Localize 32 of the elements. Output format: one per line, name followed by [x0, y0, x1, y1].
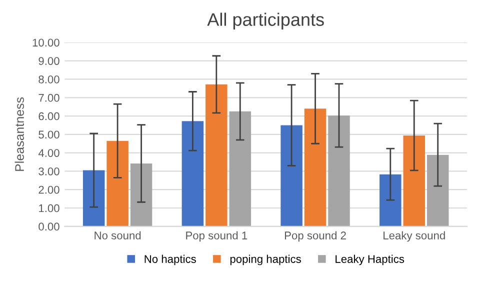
x-tick-label: Pop sound 2 [284, 231, 346, 242]
bar [304, 108, 326, 226]
x-tick-label: Leaky sound [384, 231, 445, 242]
bar [380, 174, 402, 226]
y-tick-label: 10.00 [32, 38, 60, 47]
y-tick-label: 0.00 [38, 222, 60, 231]
y-tick-label: 6.00 [38, 112, 60, 120]
bar [403, 136, 426, 226]
y-axis-title: Pleasantness [14, 97, 24, 171]
chart-title: All participants [207, 12, 324, 30]
y-tick-label: 7.00 [38, 94, 60, 102]
y-tick-label: 2.00 [38, 186, 60, 194]
bar [182, 121, 204, 226]
y-tick-label: 3.00 [38, 167, 60, 176]
bar [82, 170, 105, 226]
y-tick-label: 8.00 [38, 76, 60, 84]
bar [280, 125, 302, 226]
legend-label: poping haptics [230, 254, 301, 266]
bar [106, 140, 128, 226]
legend-label: No haptics [144, 254, 196, 266]
x-tick-label: Pop sound 1 [186, 231, 248, 242]
bar [229, 111, 252, 226]
y-tick-label: 9.00 [38, 57, 60, 65]
x-tick-label: No sound [94, 231, 141, 240]
bar [426, 154, 449, 226]
bar [328, 115, 350, 226]
y-tick-label: 5.00 [38, 130, 60, 139]
bar [130, 163, 152, 226]
legend-label: Leaky Haptics [336, 254, 404, 266]
y-tick-label: 1.00 [39, 204, 60, 212]
y-tick-label: 4.00 [38, 149, 60, 157]
bar [206, 84, 228, 226]
